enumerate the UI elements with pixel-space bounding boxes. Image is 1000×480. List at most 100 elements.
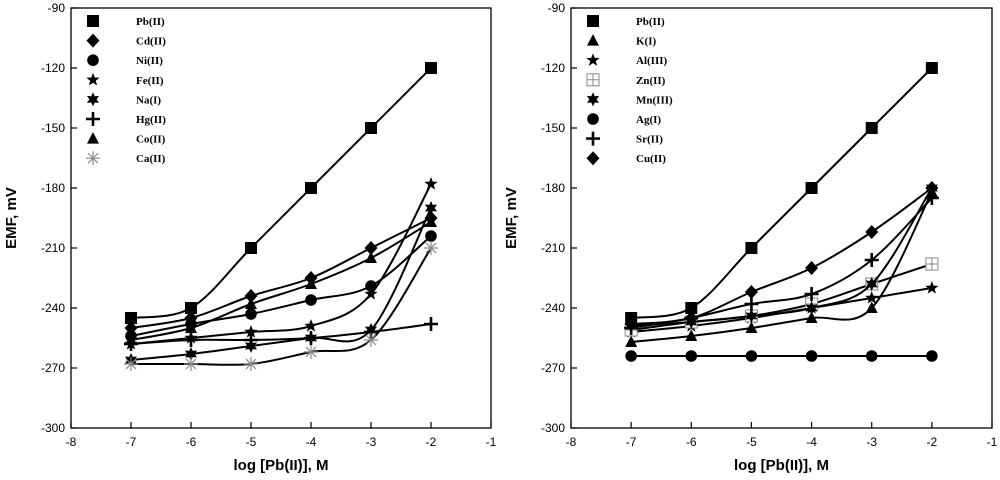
panel-1-series-coii-point <box>125 333 137 345</box>
panel-2-legend-marker <box>587 15 599 27</box>
panel-2-x-tick-label: -7 <box>626 435 637 449</box>
panel-2-series-cuii-point-shape <box>744 285 758 299</box>
panel-2-series-ki-point <box>805 311 818 323</box>
panel-2-x-tick-label: -5 <box>746 435 757 449</box>
panel-2-series-srii-point <box>804 287 819 301</box>
panel-2-series-cuii-point <box>865 225 879 239</box>
panel-1-series-coii-point-shape <box>425 215 437 227</box>
panel-1-series-caii-point-shape <box>304 345 318 359</box>
panel-1-y-tick-label: -270 <box>41 361 65 375</box>
panel-1-series-pbii-point-shape <box>305 182 317 194</box>
panel-1-x-tick-label: -7 <box>126 435 137 449</box>
panel-2-series-agi-point <box>805 350 818 362</box>
panel-1-legend-label: Fe(II) <box>136 75 164 87</box>
panel-2-series-cuii-point <box>805 261 819 275</box>
panel-2-x-tick-label: -1 <box>987 435 998 449</box>
panel-1-y-tick-label: -90 <box>48 1 66 15</box>
panel-2-series-srii-point-shape <box>804 287 819 301</box>
panel-1-x-tick-label: -6 <box>186 435 197 449</box>
panel-2-series-ki-point <box>865 301 878 313</box>
panel-1-series-caii-point <box>244 357 258 371</box>
panel-2-y-tick-label: -270 <box>541 361 565 375</box>
panel-1-legend-marker <box>86 92 100 107</box>
panel-2-legend-label: Al(III) <box>636 55 668 67</box>
panel-2-y-tick-label: -180 <box>541 181 565 195</box>
panel-2-series-pbii-point <box>805 182 818 194</box>
panel-2-series-agi-point-shape <box>745 350 758 362</box>
panel-2-series-agi-point-shape <box>865 350 878 362</box>
panel-2-legend-marker-shape <box>586 151 600 166</box>
panel-1-series-cdii-point <box>244 289 258 303</box>
panel-2-legend-label: Ag(I) <box>636 114 661 126</box>
panel-1-legend-label: Cd(II) <box>136 36 166 48</box>
panel-2-series-cuii-point <box>925 181 939 195</box>
panel-1-series-hgii-point <box>244 333 258 347</box>
panel-2-series-ki-point <box>625 335 638 347</box>
panel-2-series-znii-point-grid <box>925 258 938 270</box>
panel-1-series-coii-point-shape <box>125 333 137 345</box>
panel-1-y-axis-title: EMF, mV <box>3 187 20 249</box>
panel-2-series-pbii-point-shape <box>685 302 698 314</box>
panel-2-legend-marker-grid <box>587 73 599 86</box>
panel-2-legend-marker <box>587 34 599 46</box>
panel-1-legend-marker <box>86 112 100 126</box>
panel-1-series-caii-point-shape <box>364 333 378 347</box>
panel-1-x-tick-label: -5 <box>246 435 257 449</box>
panel-1-x-axis-title: log [Pb(II)], M <box>234 457 329 474</box>
panel-2-series-cuii-point-shape <box>925 181 939 195</box>
panel-1-series-caii-point-shape <box>124 357 138 371</box>
panel-2-series-pbii-point-shape <box>745 242 758 254</box>
panel-2-series-mniii-point <box>745 309 758 323</box>
panel-1-plot-frame <box>70 7 492 429</box>
panel-2-legend-marker <box>586 73 600 87</box>
panel-2-series-cuii-point-shape <box>805 261 819 275</box>
panel-2-legend-marker <box>587 113 599 125</box>
panel-2-legend-marker-shape <box>586 53 600 66</box>
panel-2-series-agi-point-shape <box>625 350 637 362</box>
panel-1-x-tick-label: -4 <box>306 435 317 449</box>
panel-2-legend-label: Pb(II) <box>636 16 665 28</box>
panel-1-series-cdii-point-shape <box>244 289 258 303</box>
panel-1-series-coii-point <box>305 277 317 289</box>
panel-1-x-tick-label: -2 <box>426 435 437 449</box>
panel-1-series-coii-point-shape <box>245 297 257 309</box>
panel-2-series-agi <box>625 350 938 362</box>
panel-1-series-pbii-point-shape <box>425 62 437 74</box>
panel-1-series-niii-point <box>425 230 437 242</box>
panel-1-series-hgii-point-shape <box>304 331 318 345</box>
panel-1-legend-label: Na(I) <box>136 94 161 106</box>
panel-1-series-nai-point <box>424 201 438 215</box>
panel-1-y-tick-label: -240 <box>41 301 65 315</box>
panel-2: -8 -7 -6 -5 -4 -3 -2 -1 -90 -120 -150 -180 -210 -240 -… <box>503 1 998 474</box>
panel-1-series-pbii-point-shape <box>245 242 257 254</box>
panel-1-series-caii-point-shape <box>244 357 258 371</box>
panel-1-y-tick-label: -180 <box>41 181 65 195</box>
panel-1-series-coii-point <box>425 215 437 227</box>
panel-2-series-pbii-point <box>685 302 698 314</box>
panel-1-series-feii-point <box>304 319 318 332</box>
panel-2-series-pbii-point-shape <box>925 62 938 74</box>
panel-1-series-feii-point-shape <box>364 287 378 300</box>
panel-1-series-feii-point <box>424 177 438 190</box>
panel-1-series-nai-point-shape <box>184 347 198 361</box>
panel-1-x-tick-label: -3 <box>366 435 377 449</box>
panel-1-legend-marker-shape <box>86 151 100 166</box>
panel-2-legend-marker-shape <box>586 92 600 107</box>
panel-1-series-niii-point-shape <box>305 294 317 306</box>
panel-2-series-aliii-point-shape <box>925 281 939 294</box>
panel-1-series-pbii-point <box>365 122 377 134</box>
panel-2-series-ki-point-shape <box>625 335 638 347</box>
panel-1-series-nai-line <box>130 207 432 361</box>
panel-2-series-agi-point <box>865 350 878 362</box>
panel-2-legend-marker-shape <box>586 131 600 146</box>
panel-2-series-pbii-point <box>745 242 758 254</box>
panel-1-series-niii-point <box>245 308 257 320</box>
panel-2-series-cuii <box>624 181 939 331</box>
panel-2-x-tick-label: -6 <box>686 435 697 449</box>
panel-2-series-aliii-point <box>925 281 939 294</box>
panel-2-y-tick-label: -300 <box>541 421 565 435</box>
panel-2-series-pbii-point <box>925 62 938 74</box>
panel-1-legend-label: Co(II) <box>136 134 166 146</box>
panel-1-series-cdii-point <box>364 241 378 255</box>
panel-2-series-aliii-point-shape <box>865 291 879 304</box>
